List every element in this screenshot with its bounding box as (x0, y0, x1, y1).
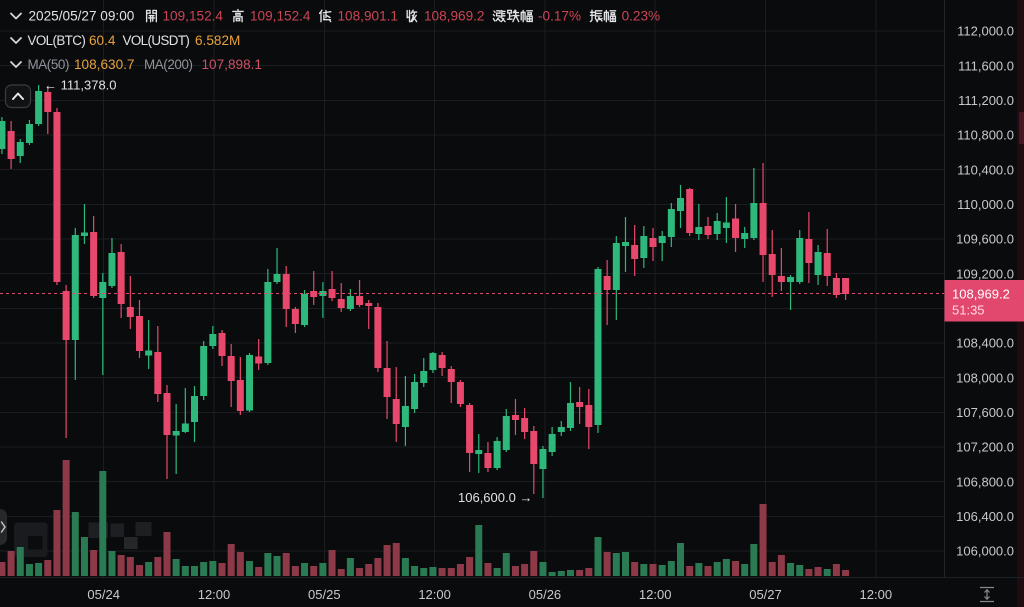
svg-text:107,200.0: 107,200.0 (956, 440, 1014, 455)
svg-text:60.4: 60.4 (89, 33, 116, 48)
svg-text:108,901.1: 108,901.1 (338, 9, 398, 24)
svg-text:12:00: 12:00 (418, 587, 451, 602)
svg-text:VOL(USDT): VOL(USDT) (123, 33, 190, 48)
svg-text:107,600.0: 107,600.0 (956, 405, 1014, 420)
svg-text:112,000.0: 112,000.0 (957, 24, 1014, 39)
svg-text:12:00: 12:00 (198, 587, 231, 602)
svg-text:12:00: 12:00 (860, 587, 893, 602)
svg-text:2025/05/27 09:00: 2025/05/27 09:00 (29, 9, 135, 24)
svg-text:05/25: 05/25 (308, 587, 341, 602)
svg-text:MA(200): MA(200) (144, 57, 193, 72)
svg-text:109,600.0: 109,600.0 (956, 232, 1014, 247)
svg-text:106,800.0: 106,800.0 (956, 474, 1014, 489)
svg-text:107,898.1: 107,898.1 (202, 57, 262, 72)
svg-text:6.582M: 6.582M (195, 33, 240, 48)
svg-text:110,800.0: 110,800.0 (957, 128, 1014, 143)
svg-text:51:35: 51:35 (952, 303, 985, 318)
svg-text:110,000.0: 110,000.0 (957, 197, 1014, 212)
svg-text:108,969.2: 108,969.2 (952, 287, 1010, 302)
svg-text:110,400.0: 110,400.0 (957, 162, 1014, 177)
svg-text:-0.17%: -0.17% (538, 9, 581, 24)
svg-text:109,200.0: 109,200.0 (956, 266, 1014, 281)
svg-text:106,400.0: 106,400.0 (956, 509, 1014, 524)
svg-text:108,969.2: 108,969.2 (424, 9, 484, 24)
svg-text:VOL(BTC): VOL(BTC) (28, 33, 86, 48)
svg-text:106,600.0 →: 106,600.0 → (458, 490, 532, 505)
svg-text:109,152.4: 109,152.4 (163, 9, 224, 24)
svg-text:106,000.0: 106,000.0 (956, 544, 1014, 559)
svg-text:108,400.0: 108,400.0 (956, 336, 1014, 351)
svg-text:0.23%: 0.23% (622, 9, 661, 24)
svg-text:05/26: 05/26 (529, 587, 562, 602)
svg-text:05/24: 05/24 (87, 587, 120, 602)
svg-text:111,200.0: 111,200.0 (958, 93, 1014, 108)
svg-text:05/27: 05/27 (749, 587, 782, 602)
svg-text:111,600.0: 111,600.0 (958, 58, 1014, 73)
svg-text:109,152.4: 109,152.4 (250, 9, 311, 24)
svg-text:← 111,378.0: ← 111,378.0 (44, 78, 117, 93)
svg-text:12:00: 12:00 (639, 587, 672, 602)
svg-text:MA(50): MA(50) (28, 57, 70, 72)
svg-text:108,000.0: 108,000.0 (956, 370, 1014, 385)
svg-text:108,630.7: 108,630.7 (74, 57, 134, 72)
